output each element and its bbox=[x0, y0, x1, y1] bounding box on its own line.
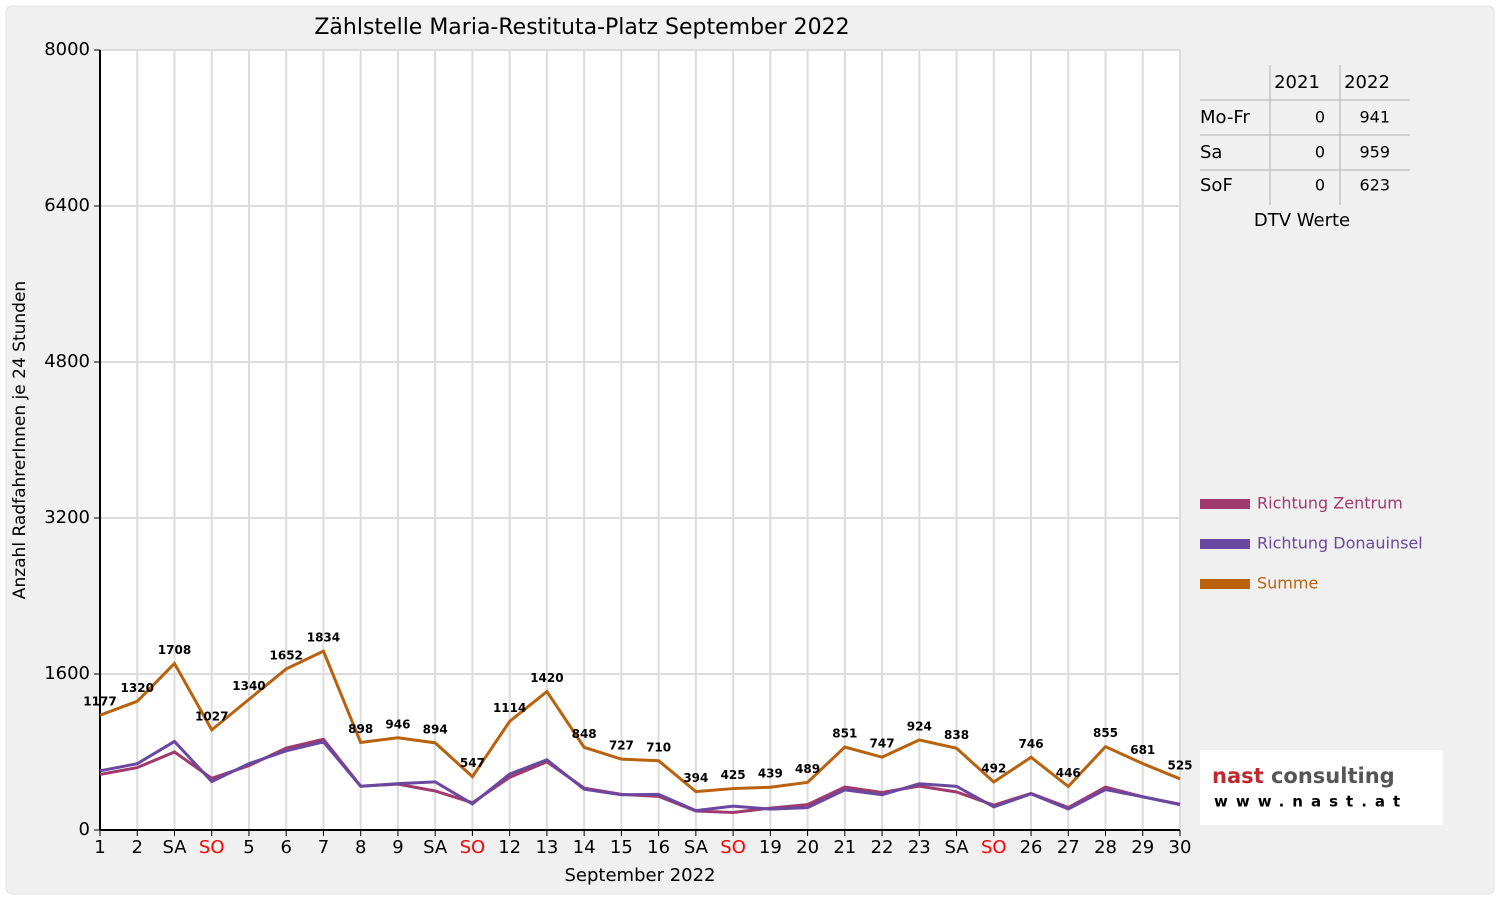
chart-title: Zählstelle Maria-Restituta-Platz Septemb… bbox=[314, 15, 849, 40]
table-header: 2022 bbox=[1344, 72, 1390, 93]
legend-swatch bbox=[1200, 539, 1250, 549]
data-label: 848 bbox=[572, 727, 597, 741]
y-axis-label: Anzahl RadfahrerInnen je 24 Stunden bbox=[10, 281, 30, 599]
data-label: 525 bbox=[1167, 758, 1192, 772]
data-label: 1652 bbox=[270, 648, 303, 662]
data-label: 710 bbox=[646, 740, 671, 754]
x-tick-label: 19 bbox=[759, 837, 782, 858]
data-label: 394 bbox=[683, 771, 708, 785]
data-label: 838 bbox=[944, 728, 969, 742]
x-tick-label: 2 bbox=[132, 837, 143, 858]
x-tick-label: SA bbox=[684, 837, 709, 858]
x-tick-label: 16 bbox=[647, 837, 670, 858]
logo: nast consulting bbox=[1212, 764, 1395, 788]
logo-url: www.nast.at bbox=[1214, 793, 1408, 811]
x-tick-label: 7 bbox=[318, 837, 329, 858]
x-tick-label: SA bbox=[423, 837, 448, 858]
table-cell: 0 bbox=[1315, 143, 1325, 162]
y-tick-label: 0 bbox=[79, 819, 90, 840]
data-label: 446 bbox=[1056, 766, 1081, 780]
table-cell: Sa bbox=[1200, 142, 1222, 163]
table-cell: 941 bbox=[1359, 108, 1390, 127]
x-tick-label: 23 bbox=[908, 837, 931, 858]
table-caption: DTV Werte bbox=[1254, 210, 1350, 231]
data-label: 727 bbox=[609, 739, 634, 753]
data-label: 1027 bbox=[195, 709, 228, 723]
grid bbox=[100, 49, 1181, 830]
data-label: 924 bbox=[907, 719, 932, 733]
x-tick-label: SO bbox=[460, 837, 486, 858]
data-label: 1177 bbox=[83, 695, 116, 709]
table-cell: 0 bbox=[1315, 176, 1325, 195]
table-header: 2021 bbox=[1274, 72, 1320, 93]
x-tick-label: 21 bbox=[833, 837, 856, 858]
legend-label: Richtung Donauinsel bbox=[1257, 534, 1423, 553]
legend-swatch bbox=[1200, 499, 1250, 509]
table-cell: 0 bbox=[1315, 108, 1325, 127]
x-tick-label: 8 bbox=[355, 837, 366, 858]
y-tick-label: 3200 bbox=[44, 507, 90, 528]
data-label: 489 bbox=[795, 762, 820, 776]
x-tick-label: 30 bbox=[1169, 837, 1192, 858]
y-tick-label: 8000 bbox=[44, 39, 90, 60]
data-label: 681 bbox=[1130, 743, 1155, 757]
data-label: 946 bbox=[385, 717, 410, 731]
table-cell: Mo-Fr bbox=[1200, 107, 1250, 128]
x-tick-label: 14 bbox=[573, 837, 596, 858]
data-label: 1340 bbox=[232, 679, 265, 693]
logo-box bbox=[1200, 750, 1443, 825]
dtv-table: 2021 2022 Mo-Fr 0 941 Sa 0 959 SoF 0 623… bbox=[1200, 65, 1410, 231]
x-tick-label: 13 bbox=[535, 837, 558, 858]
x-axis-label: September 2022 bbox=[564, 865, 715, 886]
x-tick-label: SO bbox=[199, 837, 225, 858]
legend-swatch bbox=[1200, 579, 1250, 589]
table-cell: 959 bbox=[1359, 143, 1390, 162]
data-label: 439 bbox=[758, 767, 783, 781]
data-label: 898 bbox=[348, 722, 373, 736]
logo-word: nast bbox=[1212, 764, 1264, 788]
y-tick-label: 4800 bbox=[44, 351, 90, 372]
legend-label: Summe bbox=[1257, 574, 1318, 593]
data-label: 894 bbox=[423, 722, 448, 736]
x-tick-label: 22 bbox=[871, 837, 894, 858]
x-tick-label: 15 bbox=[610, 837, 633, 858]
x-tick-label: 20 bbox=[796, 837, 819, 858]
data-label: 746 bbox=[1019, 737, 1044, 751]
data-label: 747 bbox=[870, 737, 895, 751]
logo-word: consulting bbox=[1271, 764, 1395, 788]
data-label: 1114 bbox=[493, 701, 526, 715]
data-label: 1420 bbox=[530, 671, 563, 685]
x-tick-label: SO bbox=[981, 837, 1007, 858]
plot-area bbox=[100, 50, 1180, 830]
data-label: 1708 bbox=[158, 643, 191, 657]
x-tick-label: 6 bbox=[280, 837, 291, 858]
x-tick-label: 29 bbox=[1131, 837, 1154, 858]
data-label: 492 bbox=[981, 762, 1006, 776]
x-tick-label: 9 bbox=[392, 837, 403, 858]
data-label: 855 bbox=[1093, 726, 1118, 740]
x-tick-label: 1 bbox=[94, 837, 105, 858]
y-tick-label: 1600 bbox=[44, 663, 90, 684]
x-tick-label: 5 bbox=[243, 837, 254, 858]
data-label: 547 bbox=[460, 756, 485, 770]
data-label: 1834 bbox=[307, 631, 340, 645]
x-tick-label: 28 bbox=[1094, 837, 1117, 858]
x-tick-label: SO bbox=[720, 837, 746, 858]
table-cell: 623 bbox=[1359, 176, 1390, 195]
x-tick-label: 12 bbox=[498, 837, 521, 858]
data-label: 1320 bbox=[121, 681, 154, 695]
line-series bbox=[99, 739, 1181, 813]
data-label: 425 bbox=[721, 768, 746, 782]
x-tick-label: 27 bbox=[1057, 837, 1080, 858]
y-tick-label: 6400 bbox=[44, 195, 90, 216]
x-tick-label: 26 bbox=[1020, 837, 1043, 858]
x-tick-label: SA bbox=[945, 837, 970, 858]
x-tick-label: SA bbox=[162, 837, 187, 858]
table-cell: SoF bbox=[1200, 175, 1233, 196]
line-series bbox=[99, 649, 1181, 794]
legend-label: Richtung Zentrum bbox=[1257, 494, 1403, 513]
data-label: 851 bbox=[832, 727, 857, 741]
